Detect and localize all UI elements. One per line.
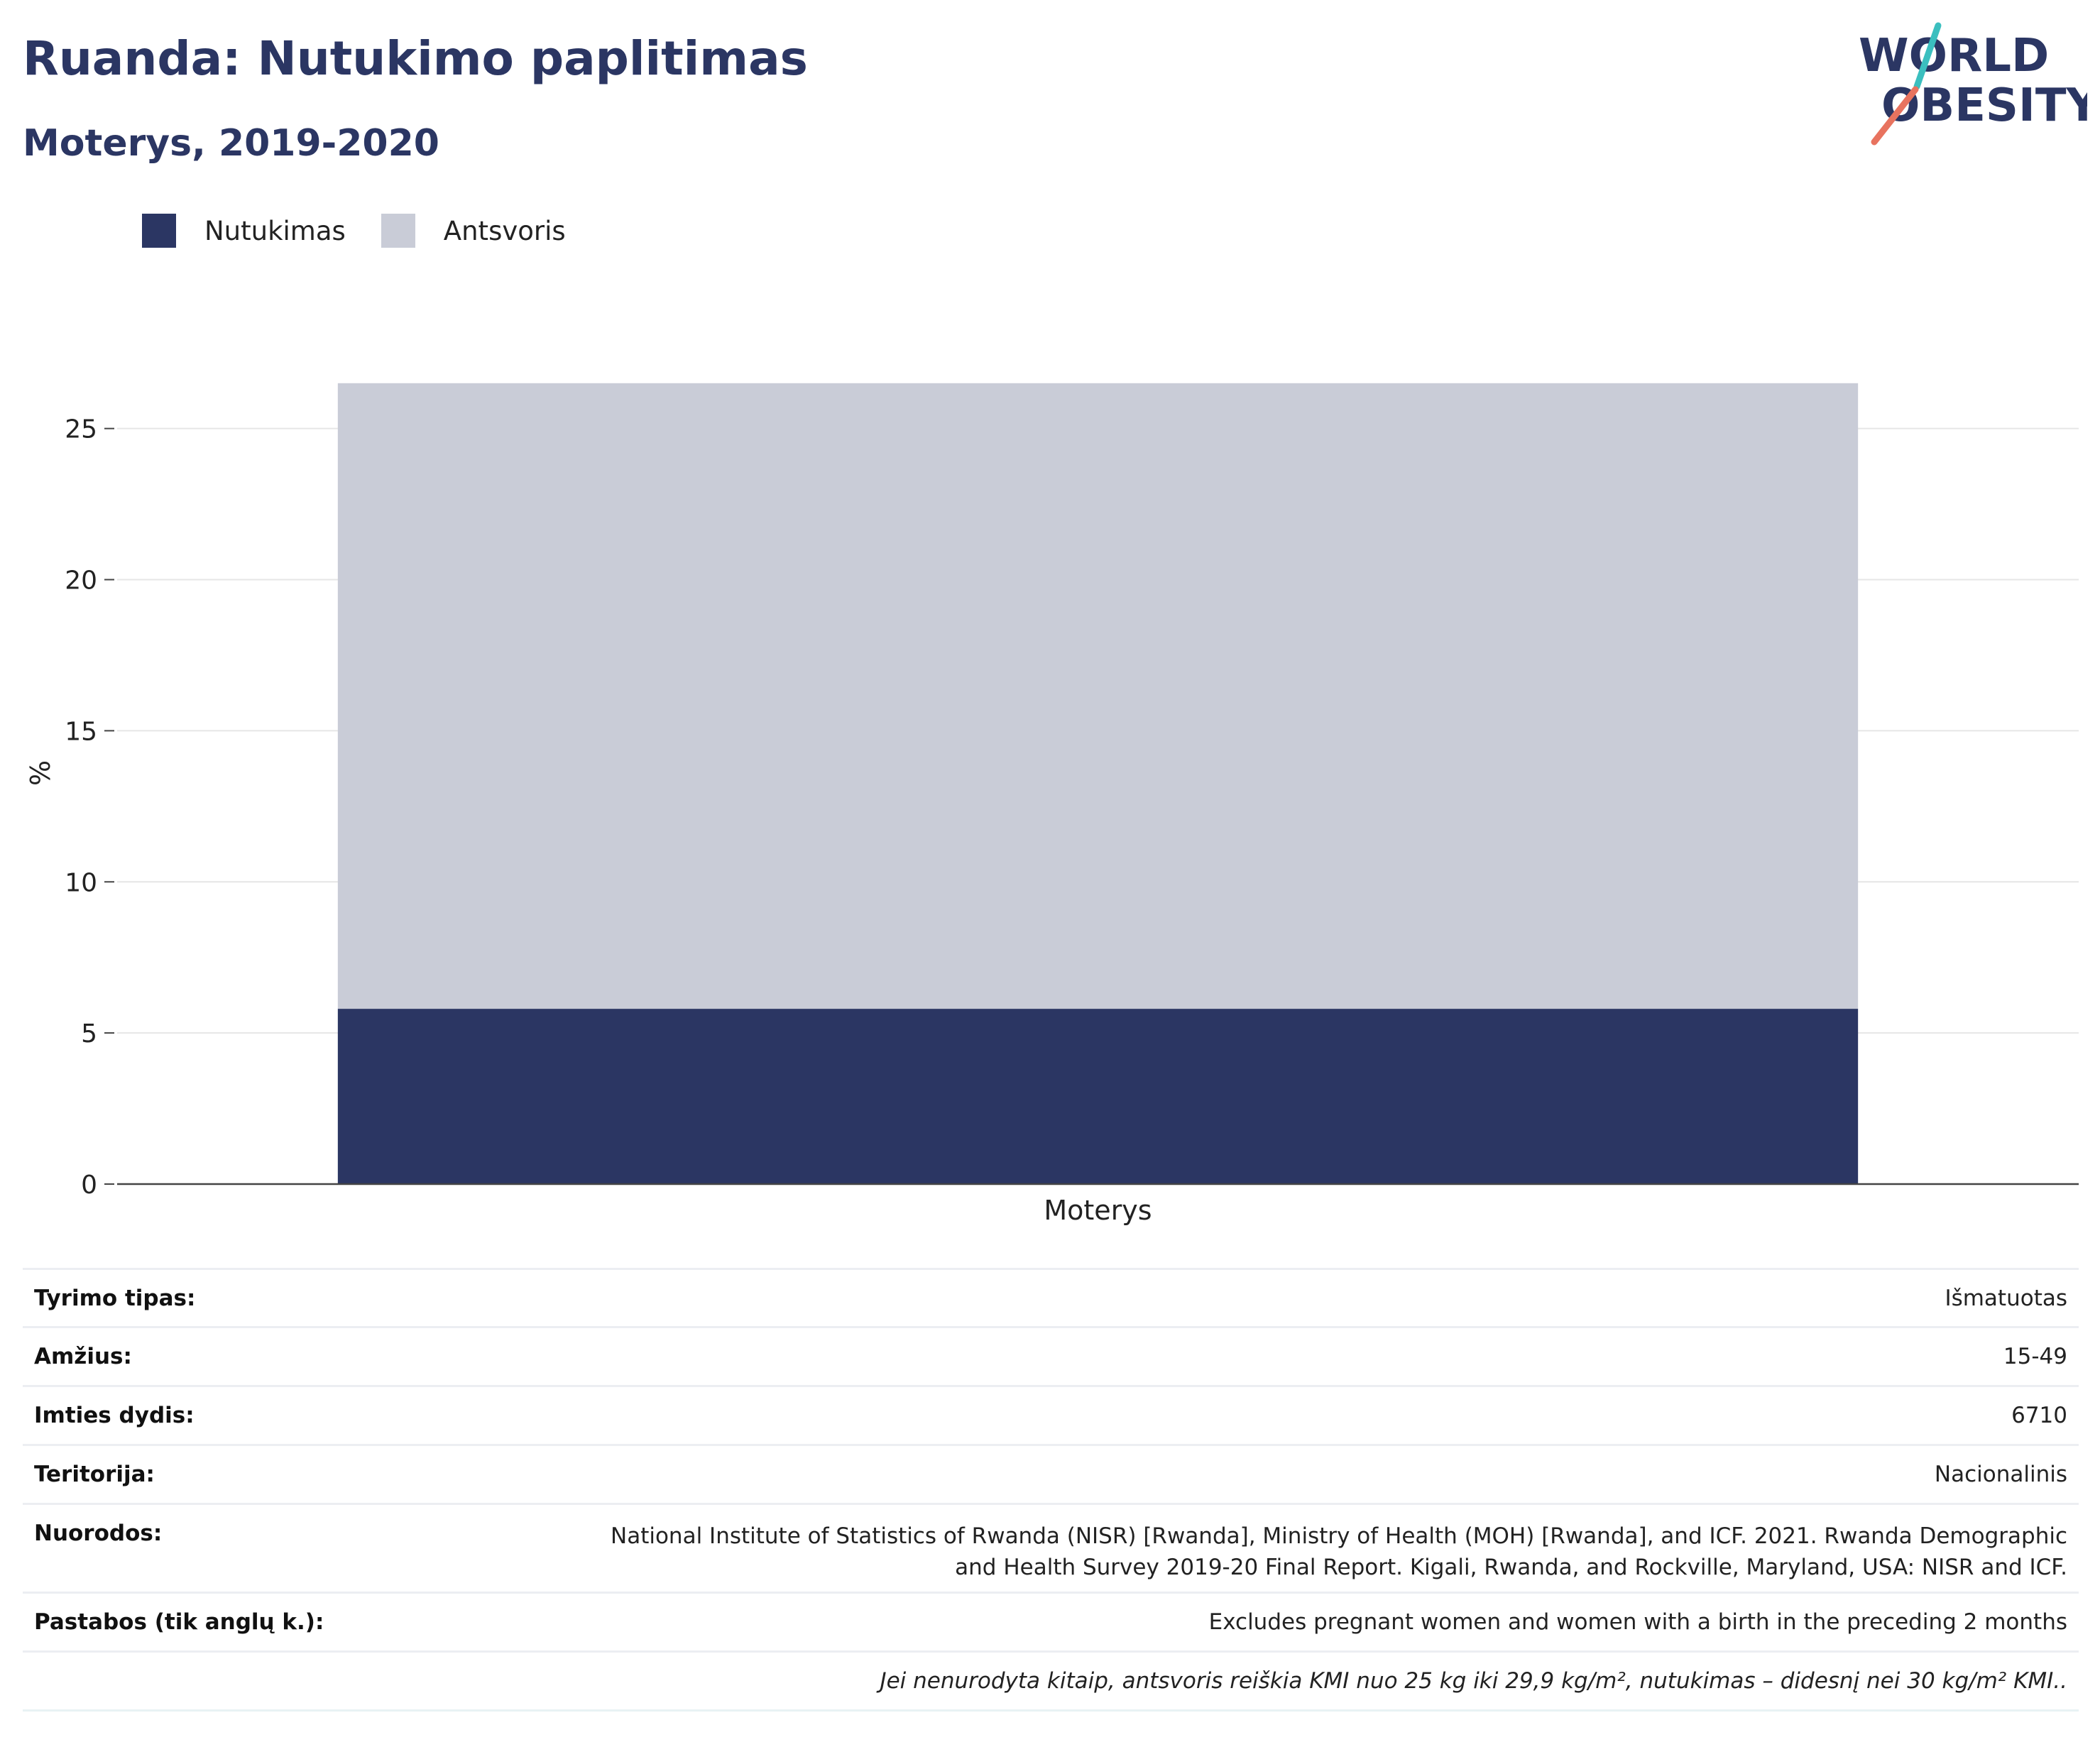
bar-overweight: [337, 383, 1859, 1009]
y-axis-label: %: [25, 760, 56, 786]
info-value: Išmatuotas: [1945, 1285, 2067, 1311]
info-key: Amžius:: [34, 1344, 132, 1369]
logo-slash-coral: [1871, 86, 1919, 146]
info-key: Tyrimo tipas:: [34, 1285, 196, 1311]
y-tick-label: 10: [65, 868, 97, 897]
y-tick-label: 5: [81, 1019, 97, 1048]
table-bottom-divider: [23, 1709, 2079, 1712]
world-obesity-logo: WORLD OBESITY: [1859, 22, 2087, 146]
info-value: National Institute of Statistics of Rwan…: [611, 1523, 2067, 1580]
info-row-age: Amžius: 15-49: [23, 1326, 2079, 1385]
y-tick-label: 25: [65, 415, 97, 444]
page-title: Ruanda: Nutukimo paplitimas: [23, 31, 808, 86]
info-key: Pastabos (tik anglų k.):: [34, 1609, 324, 1635]
logo-text-world: WORLD: [1859, 30, 2049, 82]
footnote: Jei nenurodyta kitaip, antsvoris reiškia…: [880, 1668, 2067, 1694]
y-tick-label: 20: [65, 566, 97, 596]
info-key: Imties dydis:: [34, 1403, 195, 1428]
y-tick-label: 15: [65, 717, 97, 746]
legend-label-overweight: Antsvoris: [443, 215, 566, 246]
legend-swatch-overweight: [381, 214, 415, 248]
legend-item-overweight[interactable]: Antsvoris: [381, 214, 566, 248]
bar-obesity: [337, 1009, 1859, 1184]
y-tick-label: 0: [81, 1171, 97, 1200]
chart-legend: Nutukimas Antsvoris: [142, 213, 601, 248]
info-row-sample-size: Imties dydis: 6710: [23, 1385, 2079, 1444]
stacked-bar-chart: 0 5 10 15 20 25% Moterys: [25, 383, 2079, 1226]
info-row-references: Nuorodos: National Institute of Statisti…: [23, 1503, 2079, 1592]
info-row-footnote: Jei nenurodyta kitaip, antsvoris reiškia…: [23, 1650, 2079, 1709]
legend-swatch-obesity: [142, 214, 176, 248]
info-table: Tyrimo tipas: Išmatuotas Amžius: 15-49 I…: [23, 1268, 2079, 1712]
legend-label-obesity: Nutukimas: [204, 215, 346, 246]
info-value: 6710: [2011, 1403, 2067, 1428]
info-value: 15-49: [2003, 1344, 2067, 1369]
info-row-survey-type: Tyrimo tipas: Išmatuotas: [23, 1268, 2079, 1326]
x-tick-label: Moterys: [1044, 1195, 1152, 1226]
info-value: Nacionalinis: [1934, 1462, 2067, 1487]
page-subtitle: Moterys, 2019-2020: [23, 122, 439, 165]
info-value: Excludes pregnant women and women with a…: [1208, 1609, 2067, 1635]
legend-item-obesity[interactable]: Nutukimas: [142, 214, 346, 248]
logo-slash-teal: [1913, 22, 1942, 90]
info-key: Nuorodos:: [34, 1521, 163, 1546]
info-row-territory: Teritorija: Nacionalinis: [23, 1444, 2079, 1503]
info-row-notes: Pastabos (tik anglų k.): Excludes pregna…: [23, 1592, 2079, 1650]
info-key: Teritorija:: [34, 1462, 155, 1487]
